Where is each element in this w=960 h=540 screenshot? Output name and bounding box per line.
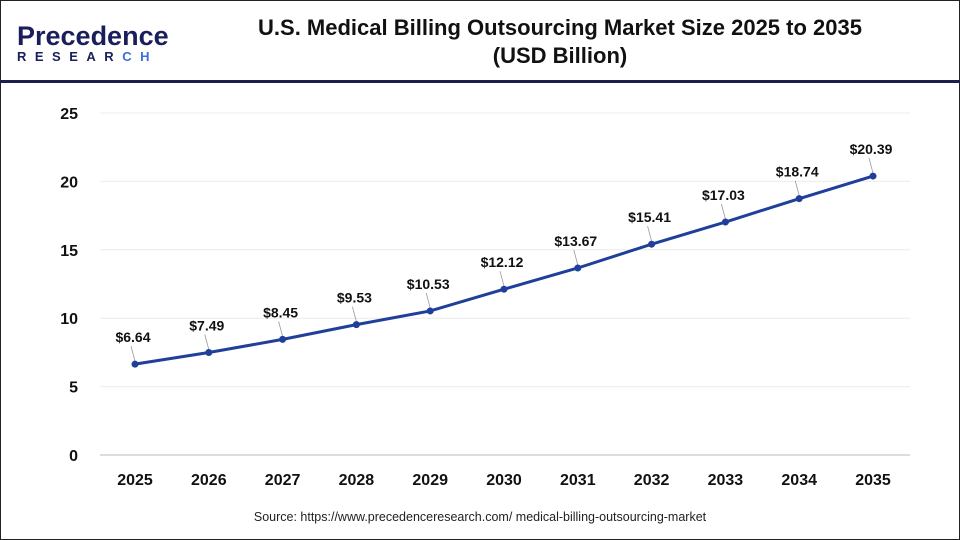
data-label-leader — [352, 306, 357, 322]
source-note: Source: https://www.precedenceresearch.c… — [253, 510, 707, 524]
x-tick-label: 2028 — [339, 472, 375, 489]
data-point — [500, 285, 508, 293]
data-label: $17.03 — [702, 187, 745, 203]
data-point — [869, 172, 877, 180]
x-tick-label: 2033 — [708, 472, 744, 489]
x-tick-label: 2034 — [781, 472, 817, 489]
data-label-leader — [425, 292, 431, 309]
data-point — [574, 264, 582, 272]
data-point — [279, 335, 287, 343]
data-point — [352, 321, 360, 329]
data-label-leader — [868, 157, 874, 174]
data-point — [721, 218, 729, 226]
chart-title: U.S. Medical Billing Outsourcing Market … — [210, 14, 910, 70]
data-label: $7.49 — [189, 318, 224, 334]
data-label: $12.12 — [481, 254, 524, 270]
data-label-leader — [647, 226, 652, 242]
x-tick-label: 2029 — [412, 472, 448, 489]
data-label-leader — [573, 249, 579, 266]
data-point — [795, 195, 803, 203]
x-tick-label: 2031 — [560, 472, 596, 489]
data-label: $15.41 — [628, 209, 671, 225]
header: Precedence RESEARCH U.S. Medical Billing… — [0, 0, 960, 83]
y-tick-label: 10 — [60, 311, 78, 328]
logo-subtitle: RESEARCH — [17, 49, 158, 64]
x-tick-label: 2035 — [855, 472, 891, 489]
data-point — [426, 307, 434, 315]
x-tick-label: 2025 — [117, 472, 153, 489]
data-label: $20.39 — [850, 141, 893, 157]
data-label-leader — [794, 180, 800, 196]
y-tick-label: 25 — [60, 106, 78, 123]
data-label: $10.53 — [407, 276, 450, 292]
title-line-1: U.S. Medical Billing Outsourcing Market … — [258, 15, 862, 40]
data-label-leader — [204, 334, 210, 350]
x-tick-label: 2026 — [191, 472, 227, 489]
logo-wordmark: Precedence — [17, 21, 169, 51]
data-label-leader — [721, 203, 726, 220]
data-label: $6.64 — [115, 329, 150, 345]
precedence-research-logo: Precedence RESEARCH — [17, 22, 169, 64]
x-tick-label: 2030 — [486, 472, 522, 489]
y-tick-label: 20 — [60, 174, 78, 191]
data-label-leader — [499, 271, 505, 287]
title-line-2: (USD Billion) — [492, 43, 628, 68]
data-label: $13.67 — [554, 233, 597, 249]
y-tick-label: 15 — [60, 243, 78, 260]
data-label-leader — [130, 346, 136, 362]
y-tick-label: 5 — [69, 380, 78, 397]
data-label: $8.45 — [263, 304, 298, 320]
data-label-leader — [278, 321, 283, 337]
x-tick-label: 2027 — [265, 472, 301, 489]
x-tick-label: 2032 — [634, 472, 670, 489]
data-point — [648, 240, 656, 248]
data-label: $9.53 — [337, 290, 372, 306]
data-point — [205, 349, 213, 357]
y-tick-label: 0 — [69, 448, 78, 465]
data-label: $18.74 — [776, 164, 819, 180]
data-point — [131, 360, 139, 368]
